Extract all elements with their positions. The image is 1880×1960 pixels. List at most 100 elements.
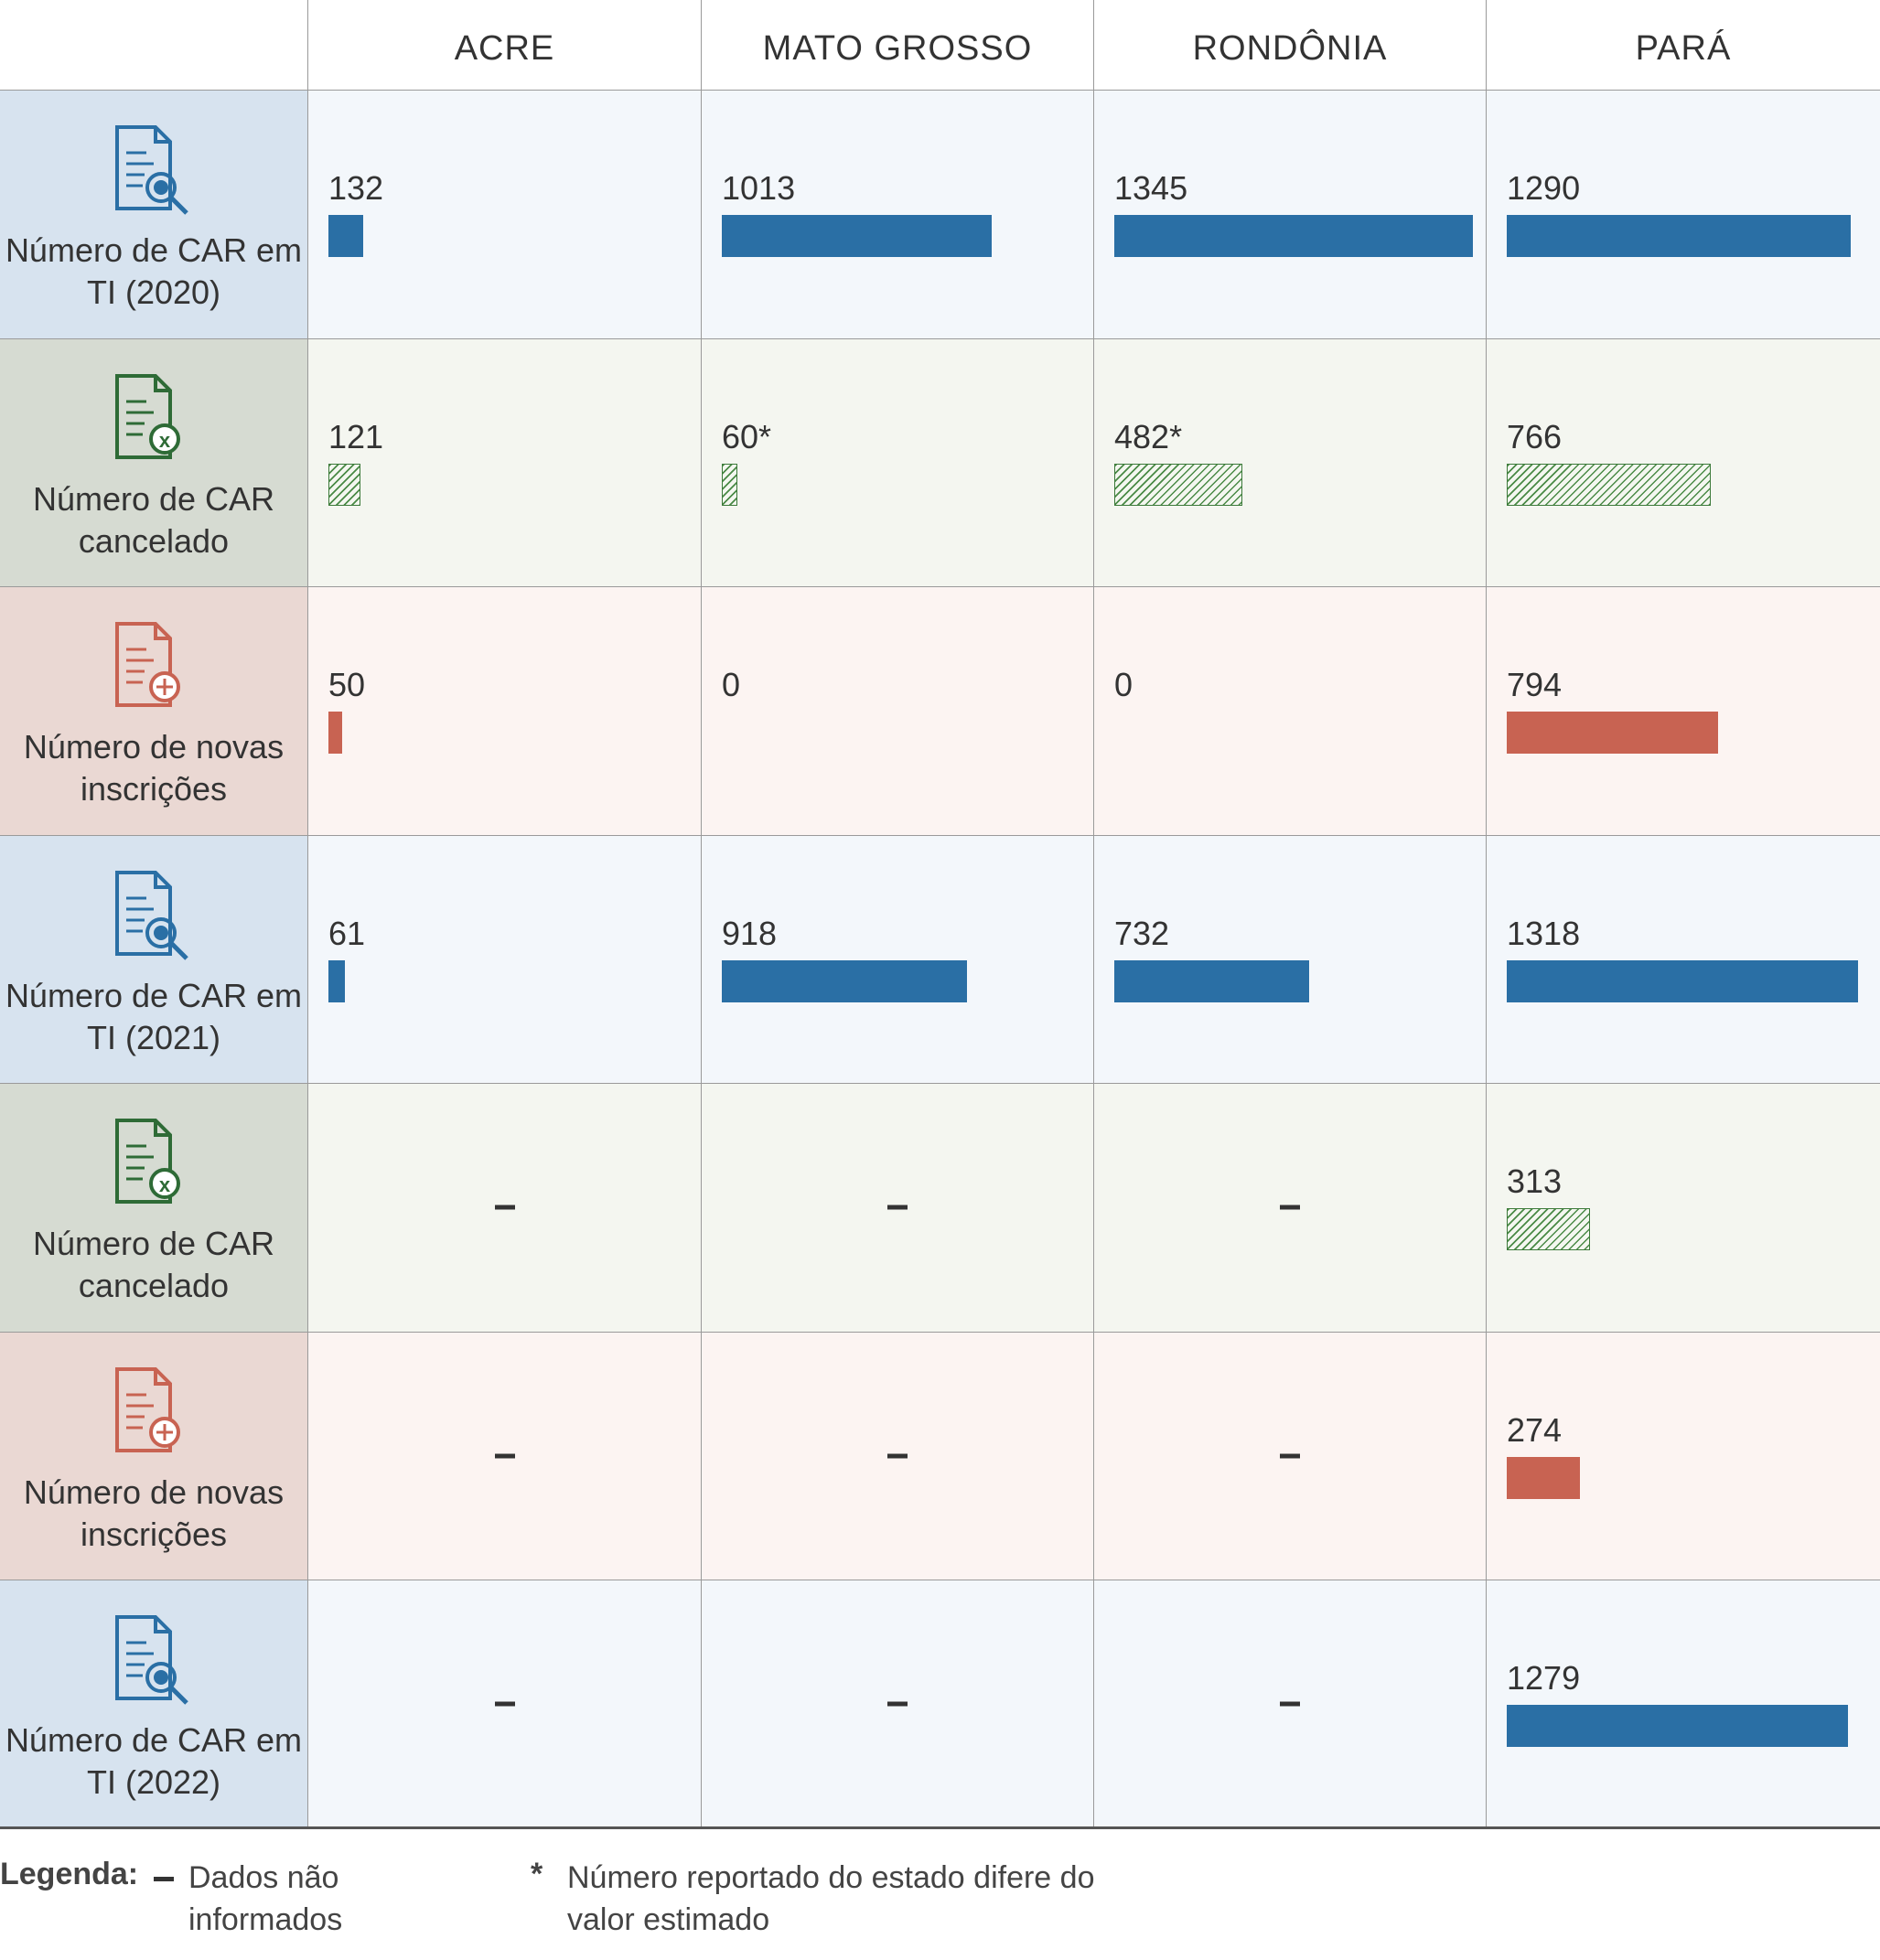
table-cell: 794 bbox=[1486, 586, 1880, 835]
table-cell: 732 bbox=[1093, 834, 1486, 1083]
value-label: 1013 bbox=[722, 169, 796, 207]
value-label: 274 bbox=[1507, 1410, 1563, 1449]
value-bar bbox=[1507, 1705, 1848, 1747]
document-search-icon bbox=[115, 125, 188, 215]
table-cell: 1318 bbox=[1486, 834, 1880, 1083]
no-data-dash bbox=[494, 1701, 515, 1707]
value-bar bbox=[328, 215, 363, 257]
legend-asterisk-symbol: * bbox=[531, 1857, 543, 1891]
value-label: 1318 bbox=[1507, 914, 1581, 952]
legend-asterisk-label: Número reportado do estado difere do val… bbox=[567, 1860, 1095, 1937]
svg-text:x: x bbox=[159, 429, 171, 452]
table-cell bbox=[307, 1331, 701, 1580]
table-cell: 1345 bbox=[1093, 90, 1486, 338]
document-search-icon bbox=[115, 1615, 188, 1705]
value-bar bbox=[1114, 463, 1242, 506]
table-cell: 918 bbox=[701, 834, 1093, 1083]
table-cell: 313 bbox=[1486, 1083, 1880, 1332]
row-label: Número de CAR em TI (2021) bbox=[5, 976, 303, 1056]
value-bar bbox=[328, 712, 342, 754]
document-add-icon bbox=[115, 1366, 180, 1452]
value-bar bbox=[722, 463, 737, 506]
row-label: Número de novas inscrições bbox=[23, 728, 285, 808]
value-label: 1279 bbox=[1507, 1659, 1581, 1697]
table-bottom-rule bbox=[0, 1826, 1880, 1829]
row-header: x Número de CAR cancelado bbox=[0, 1083, 307, 1332]
legend-dash-symbol bbox=[154, 1877, 174, 1881]
value-label: 0 bbox=[722, 666, 741, 703]
table-cell bbox=[701, 1580, 1093, 1828]
table-cell: 1290 bbox=[1486, 90, 1880, 338]
value-label: 313 bbox=[1507, 1162, 1563, 1200]
legend-dash-label: Dados não informados bbox=[188, 1860, 343, 1937]
column-header: MATO GROSSO bbox=[701, 0, 1093, 90]
no-data-dash bbox=[1280, 1205, 1300, 1210]
row-label: Número de CAR cancelado bbox=[32, 479, 275, 560]
table-cell bbox=[307, 1083, 701, 1332]
legend-title: Legenda: bbox=[0, 1857, 139, 1891]
value-label: 482* bbox=[1114, 417, 1183, 455]
table-cell bbox=[307, 1580, 701, 1828]
no-data-dash bbox=[887, 1701, 908, 1707]
row-label: Número de novas inscrições bbox=[23, 1473, 285, 1553]
value-bar bbox=[1114, 215, 1473, 257]
no-data-dash bbox=[887, 1205, 908, 1210]
no-data-dash bbox=[887, 1453, 908, 1459]
table-cell: 1279 bbox=[1486, 1580, 1880, 1828]
no-data-dash bbox=[494, 1453, 515, 1459]
document-cancel-icon: x bbox=[115, 373, 180, 459]
value-bar bbox=[1507, 463, 1711, 506]
table-cell: 1013 bbox=[701, 90, 1093, 338]
value-label: 121 bbox=[328, 417, 384, 455]
table-cell: 60* bbox=[701, 337, 1093, 586]
value-bar bbox=[1507, 712, 1718, 754]
no-data-dash bbox=[494, 1205, 515, 1210]
row-header: Número de CAR em TI (2020) bbox=[0, 90, 307, 338]
value-label: 794 bbox=[1507, 666, 1563, 703]
value-label: 61 bbox=[328, 914, 366, 952]
table-cell: 0 bbox=[701, 586, 1093, 835]
row-label: Número de CAR em TI (2020) bbox=[5, 231, 303, 311]
row-header: x Número de CAR cancelado bbox=[0, 337, 307, 586]
row-label: Número de CAR cancelado bbox=[32, 1225, 275, 1304]
table-cell bbox=[1093, 1083, 1486, 1332]
table-cell: 274 bbox=[1486, 1331, 1880, 1580]
value-bar bbox=[1507, 1456, 1580, 1499]
table-cell: 482* bbox=[1093, 337, 1486, 586]
column-header: ACRE bbox=[307, 0, 701, 90]
car-table: ACRE MATO GROSSO RONDÔNIA PARÁ Número de CAR… bbox=[0, 0, 1880, 1828]
value-bar bbox=[1507, 215, 1851, 257]
value-label: 132 bbox=[328, 169, 384, 207]
row-header: Número de novas inscrições bbox=[0, 1331, 307, 1580]
row-header: Número de novas inscrições bbox=[0, 586, 307, 835]
table-cell bbox=[1093, 1580, 1486, 1828]
table-cell bbox=[701, 1331, 1093, 1580]
table-cell: 766 bbox=[1486, 337, 1880, 586]
value-label: 766 bbox=[1507, 417, 1563, 455]
document-add-icon bbox=[115, 622, 180, 707]
table-cell: 121 bbox=[307, 337, 701, 586]
value-bar bbox=[328, 959, 345, 1002]
value-label: 918 bbox=[722, 914, 778, 952]
value-bar bbox=[328, 463, 360, 506]
value-label: 732 bbox=[1114, 914, 1170, 952]
value-bar bbox=[1507, 959, 1858, 1002]
value-bar bbox=[722, 215, 992, 257]
document-search-icon bbox=[115, 870, 188, 960]
table-cell: 61 bbox=[307, 834, 701, 1083]
row-label: Número de CAR em TI (2022) bbox=[5, 1721, 303, 1801]
table-cell bbox=[701, 1083, 1093, 1332]
table-cell: 0 bbox=[1093, 586, 1486, 835]
column-header: RONDÔNIA bbox=[1093, 0, 1486, 90]
value-label: 1345 bbox=[1114, 169, 1188, 207]
value-label: 60* bbox=[722, 417, 772, 455]
table-cell bbox=[1093, 1331, 1486, 1580]
document-cancel-icon: x bbox=[115, 1119, 180, 1204]
value-bar bbox=[1114, 959, 1309, 1002]
value-label: 1290 bbox=[1507, 169, 1581, 207]
row-header: Número de CAR em TI (2021) bbox=[0, 834, 307, 1083]
no-data-dash bbox=[1280, 1453, 1300, 1459]
svg-text:x: x bbox=[159, 1173, 171, 1196]
value-label: 50 bbox=[328, 666, 366, 703]
no-data-dash bbox=[1280, 1701, 1300, 1707]
